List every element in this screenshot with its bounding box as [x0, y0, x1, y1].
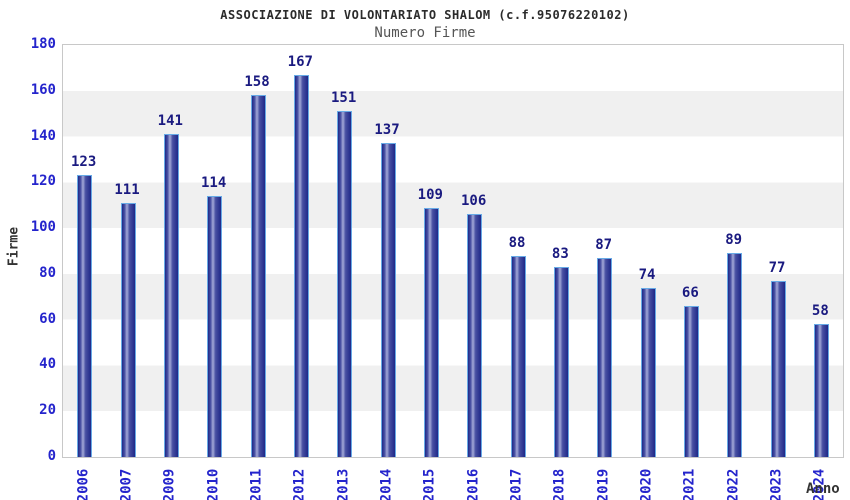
- bar-2015: [423, 208, 439, 457]
- y-tick-label: 160: [30, 81, 56, 98]
- bar-2012: [293, 75, 309, 457]
- x-tick-label: 2010: [205, 468, 222, 500]
- bar-value-label: 83: [551, 246, 569, 262]
- bar-2010: [207, 196, 223, 457]
- x-tick-label: 2017: [508, 468, 525, 500]
- y-tick-label: 100: [30, 219, 56, 236]
- bar-value-label: 58: [811, 303, 829, 319]
- bar-2023: [770, 281, 786, 457]
- y-tick-label: 20: [39, 402, 56, 419]
- x-tick-label: 2014: [378, 468, 395, 500]
- bar-value-label: 167: [287, 54, 313, 70]
- x-tick-label: 2009: [161, 468, 178, 500]
- bar-2009: [163, 134, 179, 457]
- bar-2014: [380, 143, 396, 457]
- bar-2024: [813, 324, 829, 457]
- bar-2019: [597, 258, 613, 457]
- bar-value-label: 89: [725, 232, 743, 248]
- x-tick-label: 2018: [551, 468, 568, 500]
- bar-value-label: 109: [417, 187, 443, 203]
- y-tick-label: 40: [39, 356, 56, 373]
- bar-value-label: 111: [114, 182, 140, 198]
- x-tick-label: 2013: [335, 468, 352, 500]
- bar-value-label: 87: [595, 237, 613, 253]
- bar-value-label: 137: [374, 122, 400, 138]
- bar-2011: [250, 95, 266, 457]
- chart-title: ASSOCIAZIONE DI VOLONTARIATO SHALOM (c.f…: [220, 8, 630, 22]
- bar-value-label: 106: [461, 193, 487, 209]
- x-tick-label: 2019: [595, 468, 612, 500]
- bar-value-label: 158: [244, 74, 270, 90]
- bar-2006: [77, 175, 93, 457]
- bar-value-label: 141: [157, 113, 183, 129]
- x-tick-label: 2007: [118, 468, 135, 500]
- bar-value-label: 151: [331, 90, 357, 106]
- x-tick-label: 2020: [638, 468, 655, 500]
- y-tick-label: 180: [30, 36, 56, 52]
- x-axis-label: Anno: [806, 481, 840, 497]
- bar-2016: [467, 214, 483, 457]
- bar-value-label: 74: [638, 267, 656, 283]
- bar-value-label: 123: [71, 154, 97, 170]
- y-tick-label: 140: [30, 127, 56, 144]
- plot-area: [62, 44, 844, 458]
- bar-2013: [337, 111, 353, 457]
- y-tick-label: 60: [39, 310, 56, 327]
- bar-value-label: 77: [768, 260, 786, 276]
- x-tick-label: 2022: [725, 468, 742, 500]
- chart-subtitle: Numero Firme: [374, 25, 476, 41]
- y-tick-label: 0: [47, 448, 56, 464]
- x-tick-label: 2015: [421, 468, 438, 500]
- x-tick-label: 2011: [248, 468, 265, 500]
- y-tick-label: 120: [30, 173, 56, 190]
- x-tick-label: 2012: [291, 468, 308, 500]
- bar-value-label: 66: [681, 285, 699, 301]
- bar-2007: [120, 203, 136, 457]
- bar-2022: [727, 253, 743, 457]
- x-tick-label: 2021: [681, 468, 698, 500]
- x-tick-label: 2016: [465, 468, 482, 500]
- bar-2018: [553, 267, 569, 457]
- bar-2020: [640, 288, 656, 457]
- bar-value-label: 114: [201, 175, 227, 191]
- bar-2017: [510, 256, 526, 457]
- y-tick-label: 80: [39, 264, 56, 281]
- x-tick-label: 2023: [768, 468, 785, 500]
- bar-2021: [683, 306, 699, 457]
- x-tick-label: 2006: [75, 468, 92, 500]
- bar-value-label: 88: [508, 235, 526, 251]
